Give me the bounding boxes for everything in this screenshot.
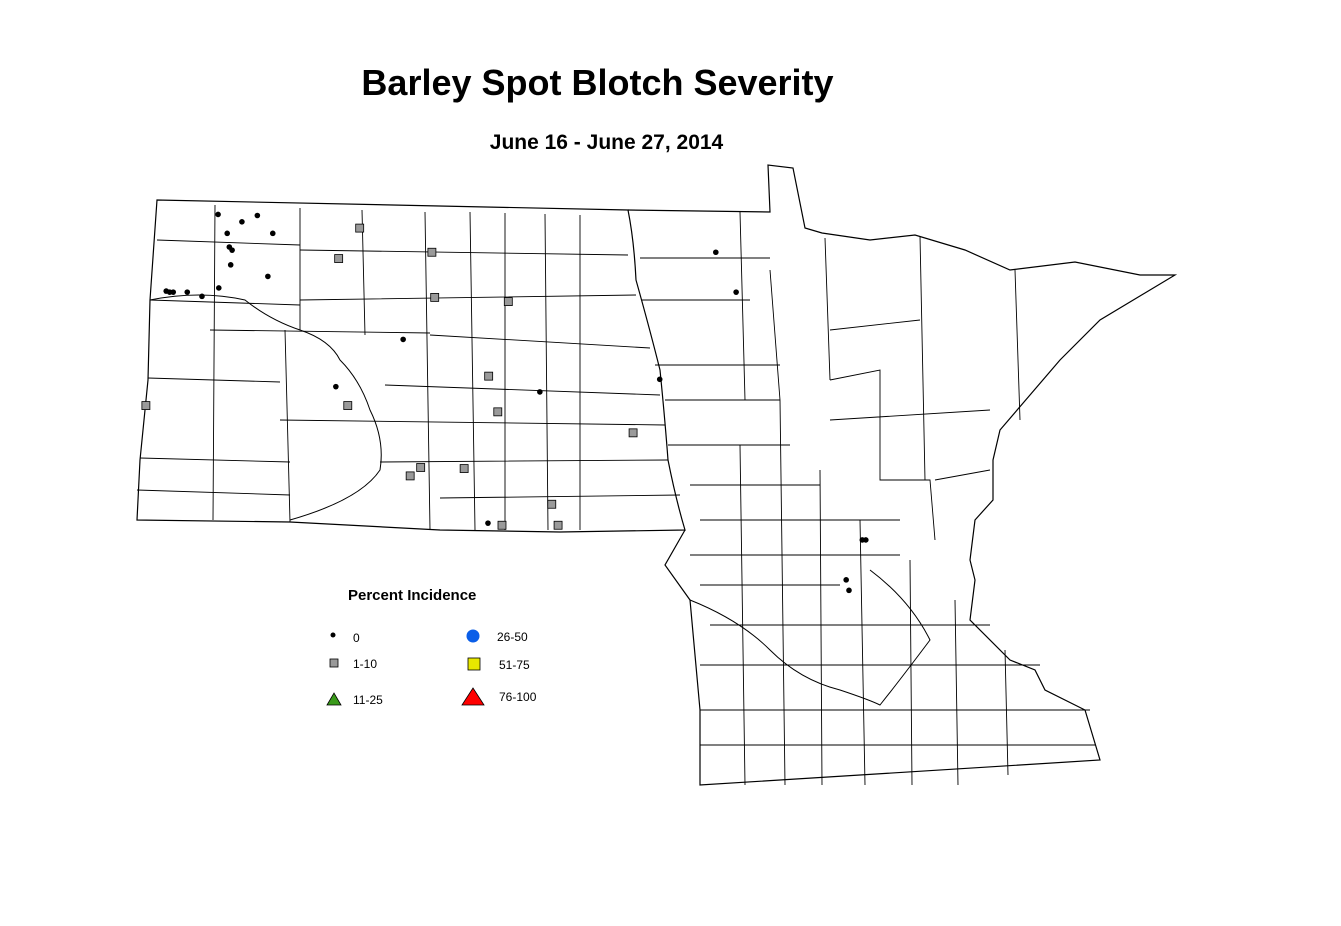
legend-title: Percent Incidence: [348, 587, 477, 604]
observation-point-0: [269, 230, 276, 237]
legend-square-gray-icon: [329, 658, 339, 668]
observation-point-1-10: [493, 407, 503, 417]
observation-point-1-10: [141, 401, 151, 410]
county-lines: [136, 204, 1095, 786]
legend-label-51-75: 51-75: [499, 658, 530, 672]
north-dakota-outline: [136, 199, 686, 533]
observation-point-1-10: [484, 371, 494, 381]
observation-point-1-10: [503, 297, 513, 307]
observation-point-1-10: [547, 499, 557, 509]
legend-label-76-100: 76-100: [499, 690, 537, 704]
observation-point-0: [846, 587, 852, 594]
observation-point-1-10: [628, 428, 638, 438]
missouri-river: [149, 294, 382, 521]
map-title: Barley Spot Blotch Severity: [361, 62, 834, 103]
observation-point-1-10: [416, 463, 426, 472]
observation-point-1-10: [430, 292, 440, 302]
legend-label-26-50: 26-50: [497, 630, 528, 644]
observation-point-0: [254, 212, 261, 219]
observation-point-0: [215, 211, 221, 218]
legend-square-yellow-icon: [467, 657, 481, 671]
observation-points: [141, 211, 869, 594]
observation-point-0: [843, 577, 849, 583]
observation-point-1-10: [553, 520, 563, 530]
legend-dot-icon: [330, 632, 336, 638]
observation-point-1-10: [427, 247, 437, 257]
legend-circle-blue-icon: [466, 629, 480, 643]
observation-point-0: [400, 336, 406, 343]
observation-point-0: [537, 389, 543, 395]
legend-triangle-green-icon: [326, 692, 342, 706]
observation-point-0: [227, 262, 234, 268]
observation-point-0: [333, 383, 339, 390]
map-subtitle: June 16 - June 27, 2014: [489, 131, 724, 154]
observation-point-0: [863, 537, 869, 543]
observation-point-0: [265, 273, 271, 280]
observation-point-0: [713, 249, 719, 256]
legend-label-11-25: 11-25: [353, 693, 383, 707]
observation-point-0: [199, 293, 205, 300]
observation-point-0: [184, 289, 191, 295]
observation-point-0: [170, 289, 177, 295]
legend-label-0: 0: [353, 631, 360, 645]
minnesota-outline: [627, 164, 1178, 786]
legend-label-1-10: 1-10: [353, 657, 378, 671]
observation-point-0: [733, 289, 739, 295]
observation-point-1-10: [334, 254, 344, 263]
observation-point-0: [215, 285, 222, 291]
observation-point-0: [656, 376, 663, 383]
observation-point-1-10: [459, 464, 469, 473]
observation-point-1-10: [343, 401, 353, 410]
observation-point-1-10: [497, 520, 507, 530]
minnesota-river: [689, 569, 931, 706]
observation-point-1-10: [355, 223, 365, 233]
legend-symbols: [326, 629, 485, 706]
observation-point-0: [485, 520, 491, 526]
observation-point-0: [229, 247, 235, 253]
observation-point-0: [224, 230, 231, 237]
observation-point-0: [239, 219, 245, 225]
legend-triangle-red-icon: [461, 687, 485, 706]
observation-point-1-10: [405, 471, 415, 481]
